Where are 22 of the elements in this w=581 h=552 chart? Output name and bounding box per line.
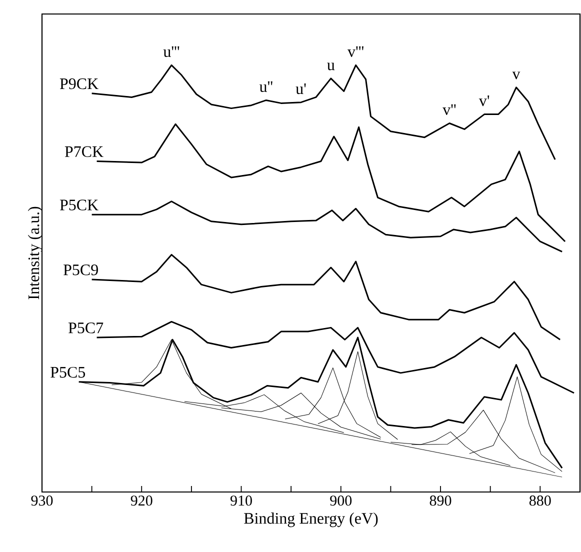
y-axis-title: Intensity (a.u.) — [28, 206, 42, 300]
annotation: u''' — [163, 46, 180, 58]
annotation: u'' — [259, 81, 272, 92]
series-label: P5C7 — [68, 322, 104, 334]
x-tick-label: 910 — [230, 496, 252, 506]
series-label: P5C5 — [50, 366, 86, 378]
x-tick-label: 890 — [430, 496, 452, 506]
series-label: P7CK — [64, 146, 104, 158]
x-tick-label: 880 — [529, 496, 551, 506]
series-label: P5CK — [60, 200, 98, 210]
annotation: v' — [478, 95, 490, 106]
series-label: P5C9 — [63, 264, 98, 276]
x-tick-label: 900 — [330, 496, 352, 506]
annotation: u — [327, 62, 335, 70]
x-axis-title: Binding Energy (eV) — [244, 512, 378, 528]
annotation: v'' — [442, 104, 456, 116]
x-tick-label: 920 — [130, 496, 152, 506]
annotation: u' — [296, 84, 306, 94]
annotation: v''' — [348, 46, 364, 58]
series-label: P9CK — [60, 78, 98, 90]
annotation: v — [512, 72, 520, 80]
x-tick-label: 930 — [31, 496, 53, 506]
